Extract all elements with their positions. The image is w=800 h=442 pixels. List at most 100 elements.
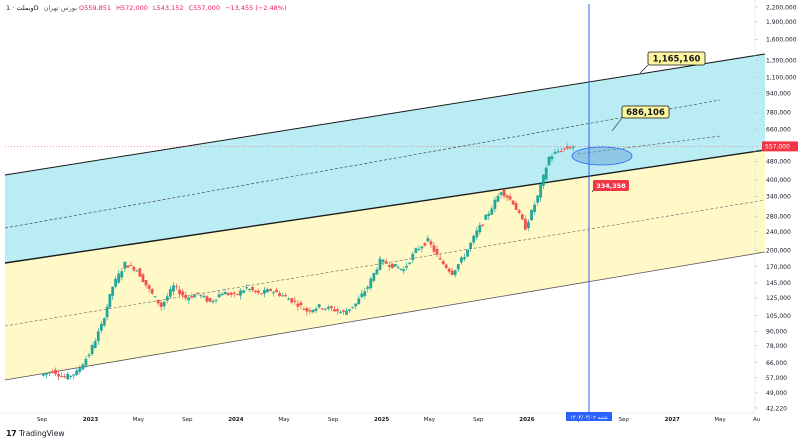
- candle-body: [550, 156, 554, 160]
- candle-body: [536, 195, 540, 203]
- y-tick-label: 240,000: [766, 229, 791, 236]
- candle-body: [502, 189, 506, 197]
- candle-body: [496, 195, 500, 202]
- change-value: −13,455 (−2.48%): [225, 4, 287, 12]
- candle-body: [553, 152, 557, 154]
- y-tick-label: 105,000: [766, 313, 791, 320]
- candle-body: [81, 364, 85, 370]
- candle-body: [242, 290, 245, 293]
- x-tick-label: 2027: [665, 417, 680, 423]
- candle-body: [226, 292, 230, 296]
- candle-body: [272, 292, 276, 294]
- candle-body: [444, 264, 448, 269]
- candle-body: [423, 243, 427, 246]
- target-high-pointer: [639, 64, 649, 74]
- brand-name: TradingView: [19, 429, 65, 438]
- candle-body: [375, 269, 379, 275]
- candle-body: [438, 258, 442, 260]
- target-mid-pointer: [611, 117, 623, 132]
- candle-body: [432, 245, 436, 252]
- date-marker-label: ۱۴۰۴/۰۴/۰۲ شنبه: [570, 415, 608, 421]
- candle-body: [499, 192, 503, 195]
- upper-median-line: [4, 99, 721, 229]
- tradingview-logo[interactable]: 17 TradingView: [6, 429, 64, 438]
- candle-body: [254, 290, 257, 293]
- channel-mid-line: [4, 149, 766, 264]
- candle-body: [72, 374, 76, 376]
- y-tick-label: 340,000: [766, 194, 791, 201]
- target-high-label: 1,165,160: [653, 55, 701, 65]
- consolidation-ellipse: [571, 146, 633, 166]
- high-value: H572,000: [116, 4, 148, 12]
- candle-body: [523, 218, 527, 230]
- date-marker-badge: [566, 412, 612, 421]
- candle-body: [426, 238, 430, 242]
- candle-body: [320, 308, 324, 310]
- candle-body: [66, 373, 70, 380]
- channel-bottom-line: [4, 251, 766, 381]
- candle-body: [269, 289, 272, 291]
- candle-body: [42, 374, 45, 376]
- candle-body: [456, 264, 460, 270]
- x-tick-label: May: [133, 417, 145, 423]
- candle-body: [384, 261, 388, 264]
- candle-body: [450, 270, 454, 275]
- candle-body: [223, 292, 227, 295]
- x-tick-label: Au: [753, 417, 760, 423]
- candle-body: [562, 148, 566, 150]
- candle-body: [208, 298, 212, 302]
- candle-body: [323, 308, 327, 310]
- candle-body: [96, 331, 100, 341]
- candle-body: [217, 294, 221, 298]
- candle-body: [232, 292, 236, 294]
- y-tick-label: 1,600,000: [766, 37, 797, 44]
- candle-body: [178, 289, 182, 295]
- y-tick-label: 42,220: [766, 405, 787, 412]
- candle-body: [120, 271, 124, 278]
- open-value: O559,851: [79, 4, 112, 12]
- candle-body: [472, 235, 476, 243]
- candle-body: [278, 292, 281, 296]
- candle-body: [469, 242, 473, 249]
- candle-body: [565, 146, 569, 149]
- candle-body: [275, 289, 278, 293]
- candle-body: [90, 345, 94, 355]
- candle-body: [399, 268, 403, 270]
- candle-body: [342, 310, 345, 312]
- candle-body: [202, 295, 206, 297]
- y-tick-label: 1,100,000: [766, 75, 797, 82]
- candle-body: [333, 309, 336, 312]
- candle-body: [478, 225, 482, 233]
- candle-body: [302, 308, 306, 310]
- candle-body: [487, 213, 491, 216]
- candle-body: [568, 147, 572, 149]
- candle-body: [63, 376, 67, 378]
- candle-body: [559, 151, 563, 153]
- candle-body: [330, 306, 333, 309]
- candle-body: [248, 288, 252, 290]
- x-tick-label: May: [424, 417, 436, 423]
- candle-body: [311, 309, 315, 313]
- target-mid-line: [577, 135, 721, 155]
- candle-body: [126, 265, 130, 268]
- candle-body: [326, 306, 330, 309]
- candle-body: [511, 200, 515, 205]
- candle-body: [417, 248, 421, 250]
- candle-body: [60, 376, 64, 378]
- lower-channel-band: [5, 150, 765, 380]
- candle-body: [108, 293, 112, 308]
- candle-body: [259, 293, 263, 295]
- candle-body: [527, 221, 530, 229]
- candle-body: [296, 303, 300, 307]
- candle-body: [114, 278, 118, 287]
- candle-body: [117, 273, 121, 283]
- candle-body: [411, 253, 415, 260]
- candle-body: [378, 258, 382, 270]
- symbol-label[interactable]: وبملت · 1D: [6, 4, 39, 12]
- candle-body: [181, 291, 185, 296]
- candle-body: [102, 318, 106, 326]
- candle-body: [533, 204, 537, 212]
- upper-channel-band: [5, 54, 765, 263]
- candle-body: [490, 208, 494, 215]
